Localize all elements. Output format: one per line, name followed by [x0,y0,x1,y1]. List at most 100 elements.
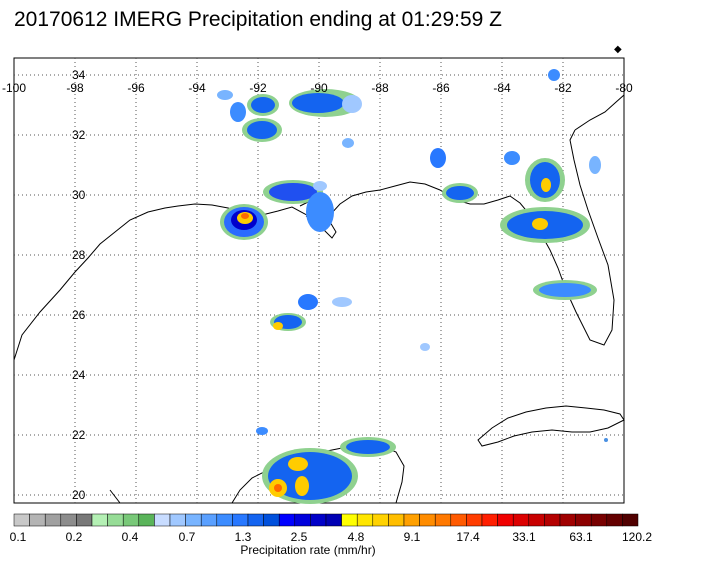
latitude-labels: 34 32 30 28 26 24 22 20 [72,68,86,502]
precip-cell [256,427,268,435]
colorbar-swatch [590,513,608,527]
colorbar-swatch [544,513,561,527]
precip-cell [247,121,277,139]
colorbar-tick-label: 4.8 [348,530,365,544]
lon-tick-label: -90 [310,81,328,95]
colorbar-swatch [294,513,311,527]
map-frame [13,57,625,504]
colorbar-tick-label: 1.3 [235,530,252,544]
colorbar-swatch [481,513,498,527]
precip-cell [589,156,601,174]
colorbar-swatch [247,513,264,527]
colorbar-swatch [559,513,576,527]
precip-cell [430,148,446,168]
colorbar-swatch [154,513,171,527]
colorbar-swatch [310,513,327,527]
florida-east-coast [574,94,625,131]
precip-cell [295,476,309,496]
colorbar-tick-label: 120.2 [622,530,652,544]
lon-tick-label: -80 [615,81,633,95]
colorbar-swatch [13,513,30,527]
colorbar-swatch [497,513,514,527]
colorbar-swatch [575,513,592,527]
colorbar-swatch [185,513,202,527]
lon-tick-label: -88 [371,81,389,95]
colorbar-swatch [107,513,124,527]
lat-tick-label: 24 [72,368,86,382]
colorbar-swatch [60,513,77,527]
colorbar-title: Precipitation rate (mm/hr) [240,543,375,557]
colorbar-swatch [466,513,483,527]
precip-cell [288,457,308,471]
colorbar-tick-label: 0.7 [179,530,196,544]
lat-tick-label: 20 [72,488,86,502]
colorbar-swatch [44,513,62,527]
colorbar-swatch [388,513,405,527]
precip-cell [241,213,249,219]
precip-cell [269,183,317,201]
colorbar-swatch [622,513,639,527]
colorbar-swatch [216,513,233,527]
colorbar-swatch [122,513,140,527]
lon-tick-label: -98 [66,81,84,95]
colorbar-swatch [419,513,436,527]
colorbar-swatch [372,513,389,527]
island-dot [604,438,608,442]
precip-cell [217,90,233,100]
colorbar-tick-label: 0.2 [66,530,83,544]
precip-cell [298,294,318,310]
map-title: 20170612 IMERG Precipitation ending at 0… [14,8,502,31]
precip-cell [539,283,591,297]
precip-cell [548,69,560,81]
colorbar-swatches [13,513,639,527]
lon-tick-label: -84 [493,81,511,95]
precip-cell [420,343,430,351]
colorbar-tick-label: 63.1 [569,530,593,544]
precip-cell [346,440,390,454]
colorbar-swatch [138,513,155,527]
colorbar-tick-label: 0.1 [10,530,27,544]
colorbar-swatch [76,513,93,527]
lon-tick-label: -100 [2,81,26,95]
colorbar-labels: 0.1 0.2 0.4 0.7 1.3 2.5 4.8 9.1 17.4 33.1 63.1 120.… [10,530,653,544]
lat-tick-label: 28 [72,248,86,262]
colorbar-tick-label: 2.5 [291,530,308,544]
colorbar-swatch [232,513,249,527]
precip-cell [230,102,246,122]
colorbar-swatch [434,513,452,527]
lon-tick-label: -82 [554,81,572,95]
cuba-coast [477,405,625,447]
precip-cell [292,93,344,113]
lon-tick-label: -86 [432,81,450,95]
marker-symbol: ◆ [614,44,622,55]
lon-tick-label: -92 [249,81,267,95]
colorbar-swatch [528,513,545,527]
lat-tick-label: 32 [72,128,86,142]
colorbar-tick-label: 0.4 [122,530,139,544]
colorbar-swatch [29,513,46,527]
precip-cell [251,97,275,113]
lon-tick-label: -94 [188,81,206,95]
lat-tick-label: 22 [72,428,86,442]
precip-cells [217,69,601,504]
colorbar-swatch [356,513,374,527]
precip-cell [332,297,352,307]
colorbar-swatch [450,513,467,527]
colorbar-swatch [263,513,280,527]
colorbar-tick-label: 33.1 [512,530,536,544]
colorbar-swatch [325,513,342,527]
precip-cell [504,151,520,165]
precip-cell [313,181,327,191]
precip-cell [274,484,282,492]
precip-cell [532,218,548,230]
colorbar-tick-label: 17.4 [456,530,480,544]
colorbar-swatch [403,513,420,527]
colorbar-swatch [200,513,218,527]
colorbar-swatch [341,513,358,527]
longitude-labels: -100 -98 -96 -94 -92 -90 -88 -86 -84 -82 -80 [2,81,633,95]
colorbar-tick-label: 9.1 [404,530,421,544]
colorbar-swatch [606,513,623,527]
colorbar-swatch [278,513,296,527]
